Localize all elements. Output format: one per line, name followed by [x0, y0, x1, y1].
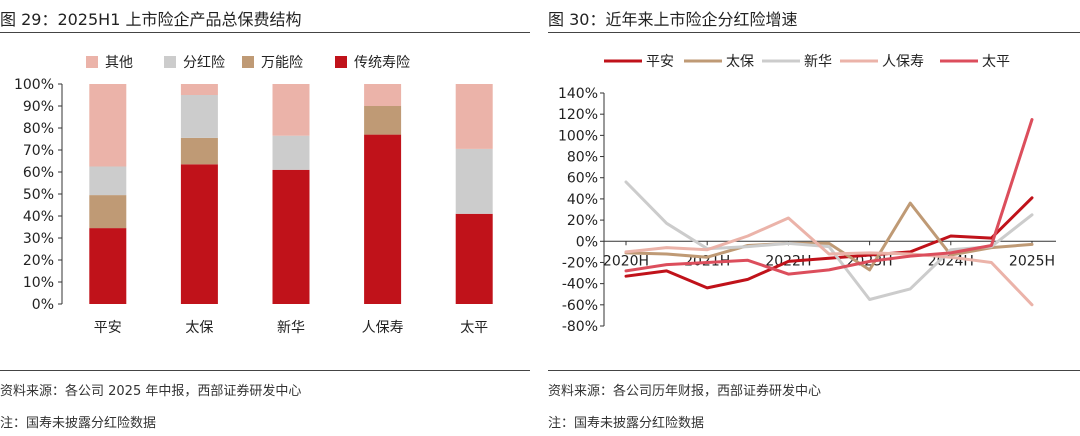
bar-x-tick-label: 人保寿: [362, 319, 404, 336]
bar-segment-其他: [180, 84, 218, 95]
bar-y-tick-label: 40%: [23, 209, 54, 225]
line-y-tick-label: 40%: [567, 192, 598, 208]
bar-y-tick-label: 30%: [23, 231, 54, 247]
bar-y-tick-label: 10%: [23, 275, 54, 291]
bar-x-tick-label: 平安: [94, 320, 122, 336]
series-line-平安: [624, 196, 1034, 290]
legend-label: 新华: [804, 54, 832, 70]
left-figure-title: 图 29：2025H1 上市险企产品总保费结构: [0, 10, 302, 29]
right-figure-panel: 图 30：近年来上市险企分红险增速 -80% -60% -40% -20% 0% 20% 4…: [548, 0, 1080, 436]
legend-label: 人保寿: [882, 53, 924, 70]
legend-label: 万能险: [261, 55, 303, 71]
bar-segment-分红险: [455, 148, 493, 214]
legend-label: 传统寿险: [354, 54, 410, 71]
line-y-tick-label: -60%: [562, 298, 598, 314]
left-figure-panel: 图 29：2025H1 上市险企产品总保费结构 0% 10% 20% 30% 40% 50…: [0, 0, 530, 436]
bar-segment-传统寿险: [272, 169, 310, 304]
bar-y-tick-label: 50%: [23, 187, 54, 203]
line-y-tick-label: 20%: [567, 213, 598, 229]
legend-label: 分红险: [183, 55, 225, 71]
legend-label: 平安: [646, 54, 674, 70]
bar-y-tick-label: 90%: [23, 99, 54, 115]
bar-segment-其他: [364, 84, 402, 106]
bar-segment-其他: [89, 84, 127, 167]
left-top-rule: [0, 32, 530, 33]
series-line-人保寿: [624, 216, 1034, 307]
legend-label: 其他: [105, 55, 133, 71]
legend-label: 太平: [982, 54, 1010, 70]
bar-segment-其他: [455, 84, 493, 149]
bar-y-tick-label: 80%: [23, 121, 54, 137]
bar-segment-传统寿险: [89, 228, 127, 304]
line-y-tick-label: 120%: [558, 107, 598, 123]
bar-segment-传统寿险: [180, 164, 218, 304]
right-top-rule: [548, 32, 1080, 33]
line-y-tick-label: -20%: [562, 255, 598, 271]
bar-y-tick-label: 70%: [23, 143, 54, 159]
bar-segment-分红险: [272, 135, 310, 170]
right-bottom-rule: [548, 370, 1080, 371]
legend-label: 太保: [726, 54, 754, 70]
bar-x-tick-label: 太平: [460, 320, 488, 336]
stacked-bar-chart: 0% 10% 20% 30% 40% 50% 60% 70% 80% 90% 100% 平安 太保 新华 人…: [14, 54, 493, 336]
bar-y-tick-label: 0%: [32, 297, 54, 313]
right-source-note: 资料来源：各公司历年财报，西部证券研发中心: [548, 384, 822, 399]
legend-swatch: [86, 56, 98, 68]
right-figure-title: 图 30：近年来上市险企分红险增速: [548, 10, 798, 29]
legend-swatch: [164, 56, 176, 68]
bar-segment-分红险: [89, 166, 127, 196]
bar-segment-万能险: [364, 106, 402, 135]
line-x-tick-label: 2025H: [1009, 253, 1055, 269]
bar-x-tick-label: 新华: [277, 320, 305, 336]
bar-segment-传统寿险: [364, 134, 402, 304]
series-line-太保: [624, 201, 1034, 272]
bar-y-tick-label: 100%: [14, 77, 54, 93]
left-source-note: 资料来源：各公司 2025 年中报，西部证券研发中心: [0, 384, 302, 399]
right-footnote: 注：国寿未披露分红险数据: [548, 416, 705, 431]
legend-swatch: [335, 56, 347, 68]
line-y-tick-label: -80%: [562, 319, 598, 335]
bar-x-tick-label: 太保: [185, 320, 213, 336]
line-y-tick-label: 140%: [558, 86, 598, 102]
line-chart: -80% -60% -40% -20% 0% 20% 40% 60% 80% 100% 120% 14…: [558, 53, 1056, 335]
bar-segment-其他: [272, 84, 310, 136]
bar-segment-万能险: [180, 137, 218, 165]
legend-swatch: [242, 56, 254, 68]
bar-segment-万能险: [89, 195, 127, 229]
series-line-太平: [624, 118, 1034, 276]
series-line-新华: [624, 180, 1034, 301]
line-y-tick-label: 80%: [567, 150, 598, 166]
left-footnote: 注：国寿未披露分红险数据: [0, 416, 157, 431]
bar-segment-分红险: [180, 95, 218, 138]
bar-y-tick-label: 60%: [23, 165, 54, 181]
bar-segment-传统寿险: [455, 213, 493, 304]
left-bottom-rule: [0, 370, 530, 371]
line-y-tick-label: -40%: [562, 277, 598, 293]
line-y-tick-label: 60%: [567, 171, 598, 187]
line-y-tick-label: 100%: [558, 128, 598, 144]
line-x-tick-label: 2020H: [603, 253, 649, 269]
bar-y-tick-label: 20%: [23, 253, 54, 269]
line-y-tick-label: 0%: [576, 234, 598, 250]
